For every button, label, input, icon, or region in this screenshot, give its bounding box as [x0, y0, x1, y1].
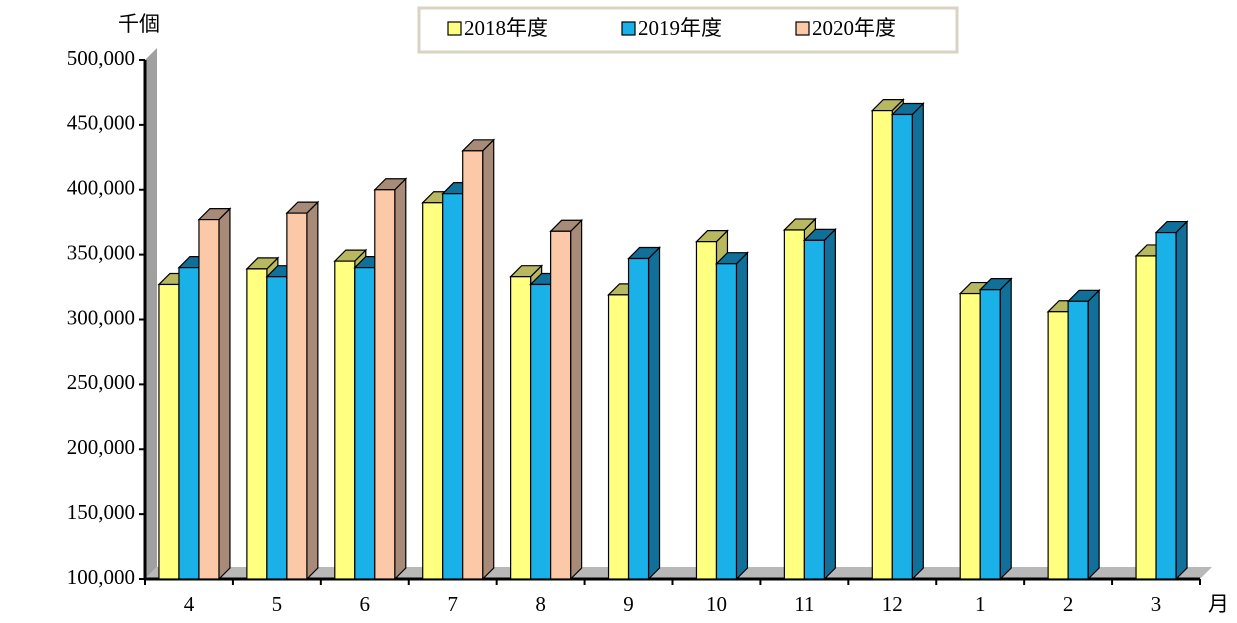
bar-front	[374, 189, 396, 580]
bar	[197, 207, 232, 581]
bar	[461, 138, 496, 581]
bar-front	[871, 110, 893, 580]
x-tick-label: 11	[794, 592, 814, 616]
legend-label: 2019年度	[638, 16, 722, 40]
y-tick-label: 250,000	[67, 370, 135, 394]
bar-side	[394, 177, 407, 581]
y-tick-label: 300,000	[67, 305, 135, 329]
bar-front	[198, 218, 220, 580]
unit-label: 千個	[118, 12, 160, 36]
bar-front	[1047, 311, 1069, 580]
x-tick-label: 9	[623, 592, 634, 616]
bar-front	[627, 257, 650, 580]
bar-front	[959, 292, 981, 580]
bar	[890, 102, 925, 581]
y-tick-label: 100,000	[67, 565, 135, 589]
bar-front	[334, 260, 356, 580]
x-tick-label: 10	[706, 592, 727, 616]
bar-front	[158, 283, 180, 580]
bar-front	[979, 289, 1001, 580]
y-tick-label: 200,000	[67, 435, 135, 459]
legend-swatch	[795, 21, 810, 36]
floor	[145, 567, 1212, 579]
bar	[1066, 288, 1101, 581]
legend-label: 2020年度	[812, 16, 896, 40]
bar	[1154, 220, 1189, 581]
bar	[549, 218, 584, 581]
bar-front	[695, 241, 718, 580]
side-wall	[145, 48, 157, 579]
bar-front	[178, 267, 200, 580]
y-tick-label: 400,000	[67, 176, 135, 200]
bar-front	[354, 267, 376, 580]
bar	[373, 177, 408, 581]
bar-front	[803, 239, 825, 580]
bar-side	[218, 207, 231, 581]
bar-front	[422, 202, 444, 580]
bar	[715, 251, 749, 581]
x-tick-label: 5	[272, 592, 283, 616]
bar-front	[510, 276, 532, 580]
y-tick-label: 450,000	[67, 111, 135, 135]
y-tick-label: 150,000	[67, 500, 135, 524]
bar-front	[1155, 231, 1177, 580]
bar-side	[306, 200, 319, 581]
x-tick-label: 8	[535, 592, 546, 616]
bar-front	[286, 212, 308, 580]
x-tick-label: 3	[1151, 592, 1162, 616]
x-tick-label: 6	[360, 592, 371, 616]
bar-side	[570, 218, 583, 581]
bar-front	[1135, 255, 1157, 580]
legend-swatch	[447, 21, 462, 36]
x-tick-label: 4	[184, 592, 195, 616]
y-tick-label: 500,000	[67, 46, 135, 70]
y-tick-label: 350,000	[67, 240, 135, 264]
bar-front	[715, 263, 738, 580]
bar-front	[783, 229, 805, 580]
bar-side	[735, 251, 749, 581]
bar-front	[246, 268, 268, 580]
bar	[802, 227, 837, 581]
bar	[978, 277, 1013, 581]
legend-swatch	[621, 21, 636, 36]
bar-front	[462, 150, 484, 580]
bar-front	[891, 113, 913, 580]
legend-box	[417, 6, 959, 54]
bar-front	[1067, 300, 1089, 580]
bar-front	[266, 276, 288, 580]
bar-front	[550, 230, 572, 580]
x-axis-label: 月	[1208, 592, 1229, 616]
bar-side	[1175, 220, 1188, 581]
bar	[627, 246, 661, 581]
x-tick-label: 2	[1063, 592, 1074, 616]
bar-side	[1087, 288, 1100, 581]
bar	[285, 200, 320, 581]
bar-side	[647, 246, 661, 581]
legend-label: 2018年度	[464, 16, 548, 40]
x-tick-label: 1	[975, 592, 986, 616]
bar-front	[607, 294, 630, 580]
bar-side	[482, 138, 495, 581]
bar-front	[530, 283, 552, 580]
x-tick-label: 7	[447, 592, 458, 616]
bar-front	[442, 193, 464, 580]
bar-side	[911, 102, 924, 581]
bar-side	[823, 227, 836, 581]
bar-side	[999, 277, 1012, 581]
x-tick-label: 12	[882, 592, 903, 616]
